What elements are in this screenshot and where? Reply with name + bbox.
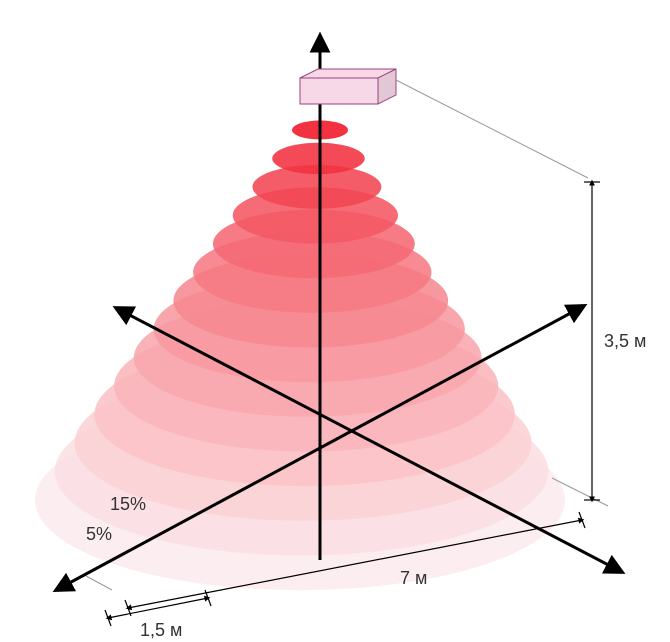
dim-diameter-label: 7 м [400,568,427,588]
detection-cone [35,120,565,590]
percent-15: 15% [110,494,146,514]
sensor-device [300,69,396,104]
dim-small-label: 1,5 м [140,620,182,640]
guide-top [396,80,588,178]
percent-5: 5% [86,524,112,544]
guide-diam-l [86,576,112,590]
dim-height-label: 3,5 м [604,331,646,351]
cone-ring [272,143,364,174]
sensor-cone-diagram: 3,5 м 7 м 1,5 м 15% 5% [0,0,670,642]
sensor-front [300,78,378,104]
dim-small-line [108,598,208,618]
